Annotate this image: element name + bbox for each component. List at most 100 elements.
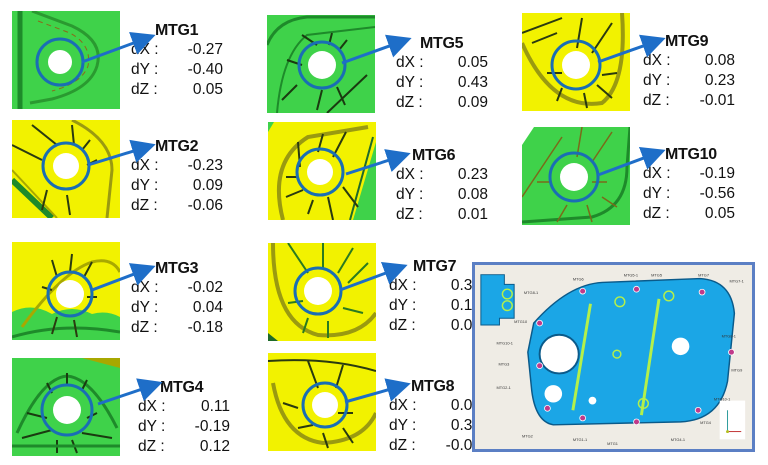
dx-value: 0.11 bbox=[200, 398, 230, 415]
svg-text:MTG10: MTG10 bbox=[514, 319, 527, 324]
dz-label: dZ : bbox=[131, 319, 158, 336]
mesh-green-image bbox=[267, 15, 375, 113]
mtg2-label: MTG2 dX : -0.23 dY : 0.09 dZ : -0.06 bbox=[131, 138, 223, 216]
mtg5-thumbnail bbox=[267, 15, 375, 113]
dz-label: dZ : bbox=[396, 94, 423, 111]
mtg4-thumbnail bbox=[12, 358, 120, 456]
svg-text:MTG7: MTG7 bbox=[698, 273, 709, 278]
dy-value: 0.04 bbox=[192, 299, 223, 316]
mtg6-thumbnail bbox=[268, 122, 376, 220]
mtg-id: MTG10 bbox=[665, 146, 717, 163]
mtg10-label: MTG10 dX : -0.19 dY : -0.56 dZ : 0.05 bbox=[643, 146, 735, 224]
dx-value: -0.23 bbox=[187, 157, 223, 174]
mtg7-thumbnail bbox=[268, 243, 376, 341]
svg-text:MTG6: MTG6 bbox=[573, 277, 584, 282]
svg-text:MTG7-1: MTG7-1 bbox=[729, 278, 743, 283]
svg-text:MTG2-1: MTG2-1 bbox=[497, 385, 511, 390]
mtg3-label: MTG3 dX : -0.02 dY : 0.04 dZ : -0.18 bbox=[131, 260, 223, 338]
dz-value: 0.05 bbox=[192, 81, 223, 98]
dz-value: -0.18 bbox=[187, 319, 223, 336]
dz-value: 0.09 bbox=[457, 94, 488, 111]
svg-text:MTG8-1: MTG8-1 bbox=[722, 334, 736, 339]
mtg-id: MTG7 bbox=[413, 258, 457, 275]
dy-label: dY : bbox=[138, 418, 166, 435]
part-overview-panel: MTG6 MTG5-1 MTG5 MTG7 MTG7-1 MTG8-1 MTG10 MTG8… bbox=[472, 262, 755, 452]
dy-label: dY : bbox=[131, 61, 159, 78]
mesh-yellow-image bbox=[268, 353, 376, 451]
dx-value: 0.05 bbox=[457, 54, 488, 71]
mtg7-label: MTG7 dX :0.30 dY :0.17 dZ :0.02 bbox=[389, 258, 481, 336]
dx-label: dX : bbox=[389, 397, 417, 414]
dx-label: dX : bbox=[131, 41, 159, 58]
svg-text:MTG4: MTG4 bbox=[700, 420, 712, 425]
part-overview-diagram: MTG6 MTG5-1 MTG5 MTG7 MTG7-1 MTG8-1 MTG10 MTG8… bbox=[475, 265, 752, 449]
dz-value: 0.01 bbox=[457, 206, 488, 223]
dx-label: dX : bbox=[396, 166, 424, 183]
dy-value: 0.43 bbox=[457, 74, 488, 91]
svg-text:MTG5: MTG5 bbox=[651, 273, 662, 278]
svg-text:MTG10-1: MTG10-1 bbox=[497, 340, 513, 345]
mtg4-label: MTG4 dX : 0.11 dY : -0.19 dZ : 0.12 bbox=[138, 379, 230, 457]
mesh-green-image bbox=[522, 127, 630, 225]
dz-label: dZ : bbox=[389, 437, 416, 454]
dx-value: -0.19 bbox=[699, 165, 735, 182]
dx-label: dX : bbox=[643, 52, 671, 69]
dy-value: -0.40 bbox=[187, 61, 223, 78]
dz-label: dZ : bbox=[138, 438, 165, 455]
dy-value: 0.08 bbox=[457, 186, 488, 203]
dx-label: dX : bbox=[643, 165, 671, 182]
dy-label: dY : bbox=[396, 74, 424, 91]
mtg-id: MTG3 bbox=[155, 260, 199, 277]
svg-text:MTG8-1: MTG8-1 bbox=[524, 290, 538, 295]
dy-value: -0.19 bbox=[194, 418, 230, 435]
dz-label: dZ : bbox=[131, 81, 158, 98]
mtg-id: MTG6 bbox=[412, 147, 456, 164]
dy-label: dY : bbox=[131, 177, 159, 194]
mtg-id: MTG2 bbox=[155, 138, 199, 155]
mtg5-label: MTG5 dX : 0.05 dY : 0.43 dZ : 0.09 bbox=[396, 35, 488, 113]
mesh-yellow-image bbox=[268, 122, 376, 220]
dy-label: dY : bbox=[643, 72, 671, 89]
mtg-id: MTG1 bbox=[155, 22, 199, 39]
dx-value: -0.27 bbox=[187, 41, 223, 58]
dy-label: dY : bbox=[389, 297, 417, 314]
dx-label: dX : bbox=[389, 277, 417, 294]
mtg2-thumbnail bbox=[12, 120, 120, 218]
mtg9-label: MTG9 dX : 0.08 dY : 0.23 dZ : -0.01 bbox=[643, 33, 735, 111]
mtg8-thumbnail bbox=[268, 353, 376, 451]
svg-text:MTG10-1: MTG10-1 bbox=[714, 397, 730, 402]
dx-label: dX : bbox=[138, 398, 166, 415]
mtg1-thumbnail bbox=[12, 11, 120, 109]
dy-value: -0.56 bbox=[699, 185, 735, 202]
svg-text:MTG9: MTG9 bbox=[731, 368, 742, 373]
dz-value: -0.06 bbox=[187, 197, 223, 214]
mesh-yellow-image bbox=[12, 120, 120, 218]
dz-value: 0.05 bbox=[704, 205, 735, 222]
mtg1-label: MTG1 dX : -0.27 dY : -0.40 dZ : 0.05 bbox=[131, 22, 223, 100]
dz-label: dZ : bbox=[643, 205, 670, 222]
mesh-green-image bbox=[12, 358, 120, 456]
dx-label: dX : bbox=[131, 157, 159, 174]
dy-value: 0.09 bbox=[192, 177, 223, 194]
dy-label: dY : bbox=[396, 186, 424, 203]
dz-label: dZ : bbox=[389, 317, 416, 334]
mtg-id: MTG9 bbox=[665, 33, 709, 50]
mesh-yellow-image bbox=[522, 13, 630, 111]
svg-text:MTG2: MTG2 bbox=[522, 433, 533, 438]
dy-label: dY : bbox=[389, 417, 417, 434]
svg-text:MTG5-1: MTG5-1 bbox=[624, 273, 638, 278]
dz-label: dZ : bbox=[131, 197, 158, 214]
mtg10-thumbnail bbox=[522, 127, 630, 225]
dx-value: 0.23 bbox=[457, 166, 488, 183]
mtg9-thumbnail bbox=[522, 13, 630, 111]
dx-label: dX : bbox=[131, 279, 159, 296]
dz-label: dZ : bbox=[396, 206, 423, 223]
mtg-id: MTG4 bbox=[160, 379, 204, 396]
mesh-yellow-image bbox=[268, 243, 376, 341]
axis-triad-icon bbox=[719, 400, 746, 440]
dy-label: dY : bbox=[643, 185, 671, 202]
mtg8-label: MTG8 dX :0.01 dY :0.34 dZ : -0.05 bbox=[389, 378, 481, 456]
svg-text:MTG3: MTG3 bbox=[498, 362, 509, 367]
svg-text:MTG1-1: MTG1-1 bbox=[573, 437, 587, 442]
dz-value: 0.12 bbox=[199, 438, 230, 455]
